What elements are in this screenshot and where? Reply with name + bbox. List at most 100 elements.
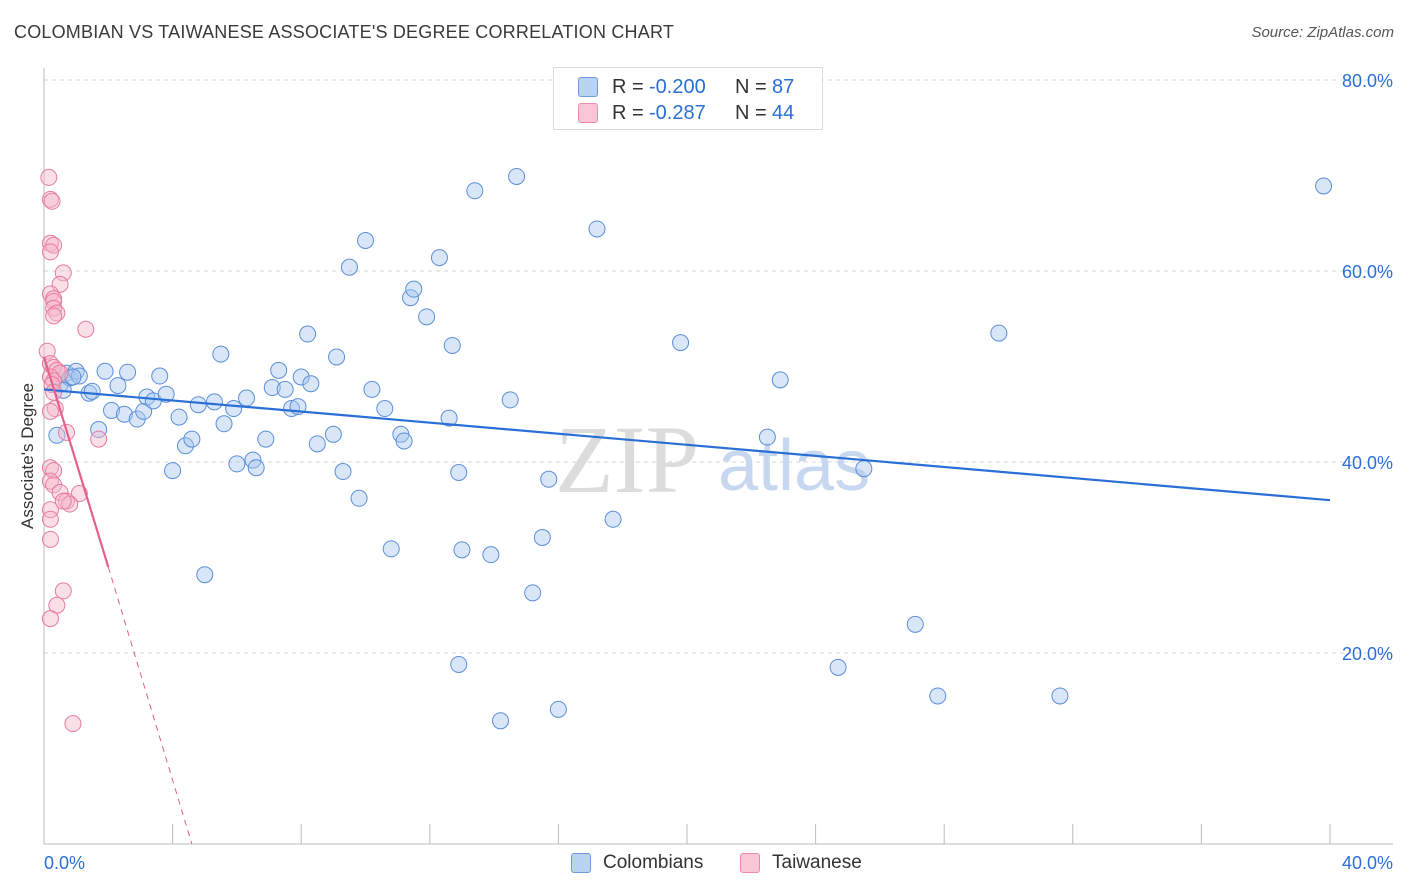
data-point-taiwanese bbox=[54, 582, 72, 600]
data-point-taiwanese bbox=[70, 485, 88, 503]
data-point-colombians bbox=[453, 541, 471, 559]
data-point-colombians bbox=[308, 435, 326, 453]
legend-n-value: 87 bbox=[772, 76, 795, 98]
data-point-taiwanese bbox=[54, 264, 72, 282]
data-point-taiwanese bbox=[90, 430, 108, 448]
correlation-legend: R = -0.200 N = 87 R = -0.287 N = 44 bbox=[553, 67, 823, 130]
taiwanese-points bbox=[38, 168, 108, 733]
axes bbox=[43, 68, 1393, 845]
tick-labels: 20.0% 40.0% 60.0% 80.0% 0.0% 40.0% bbox=[44, 71, 1393, 873]
data-point-colombians bbox=[508, 167, 526, 185]
source-label: Source: ZipAtlas.com bbox=[1251, 24, 1394, 41]
data-point-colombians bbox=[302, 375, 320, 393]
x-tick-label: 0.0% bbox=[44, 853, 85, 873]
data-point-taiwanese bbox=[77, 320, 95, 338]
data-point-colombians bbox=[189, 396, 207, 414]
data-point-taiwanese bbox=[45, 358, 63, 376]
data-point-colombians bbox=[405, 280, 423, 298]
data-point-colombians bbox=[276, 380, 294, 398]
data-point-colombians bbox=[604, 510, 622, 528]
data-point-colombians bbox=[1315, 177, 1333, 195]
watermark-atlas: atlas bbox=[718, 426, 870, 506]
data-point-colombians bbox=[324, 425, 342, 443]
data-point-colombians bbox=[283, 400, 301, 418]
chart-title: COLOMBIAN VS TAIWANESE ASSOCIATE'S DEGRE… bbox=[14, 22, 675, 42]
data-point-colombians bbox=[855, 460, 873, 478]
data-point-taiwanese bbox=[54, 492, 72, 510]
trend-line-colombians bbox=[43, 388, 1331, 502]
data-point-colombians bbox=[758, 428, 776, 446]
data-point-colombians bbox=[450, 655, 468, 673]
data-point-colombians bbox=[48, 426, 66, 444]
data-point-colombians bbox=[466, 182, 484, 200]
data-point-colombians bbox=[103, 401, 121, 419]
data-point-colombians bbox=[443, 336, 461, 354]
taiwanese-swatch bbox=[740, 853, 760, 873]
data-point-colombians bbox=[549, 700, 567, 718]
data-point-taiwanese bbox=[41, 501, 59, 519]
legend-row-taiwanese: R = -0.287 N = 44 bbox=[578, 102, 794, 126]
legend-row-colombians: R = -0.200 N = 87 bbox=[578, 76, 794, 100]
trend-line-taiwanese bbox=[42, 356, 110, 568]
data-point-taiwanese bbox=[41, 459, 59, 477]
data-point-colombians bbox=[90, 421, 108, 439]
legend-r-value: -0.200 bbox=[649, 76, 706, 98]
data-point-taiwanese bbox=[48, 304, 66, 322]
colombians-swatch bbox=[578, 77, 598, 97]
data-point-colombians bbox=[418, 308, 436, 326]
data-point-colombians bbox=[176, 437, 194, 455]
data-point-colombians bbox=[228, 455, 246, 473]
data-point-colombians bbox=[270, 361, 288, 379]
data-point-colombians bbox=[157, 385, 175, 403]
y-axis-label: Associate's Degree bbox=[18, 383, 37, 529]
data-point-taiwanese bbox=[43, 192, 61, 210]
data-point-colombians bbox=[492, 712, 510, 730]
data-point-colombians bbox=[482, 546, 500, 564]
y-tick-label: 20.0% bbox=[1342, 644, 1393, 664]
y-tick-label: 80.0% bbox=[1342, 71, 1393, 91]
data-point-colombians bbox=[263, 379, 281, 397]
data-point-colombians bbox=[357, 231, 374, 249]
watermark-zip: ZIP bbox=[555, 406, 699, 513]
data-point-colombians bbox=[212, 345, 230, 363]
data-point-taiwanese bbox=[41, 402, 59, 420]
legend-n-value: 44 bbox=[772, 102, 795, 124]
data-point-colombians bbox=[533, 528, 551, 546]
data-point-colombians bbox=[292, 368, 310, 386]
data-point-taiwanese bbox=[41, 610, 59, 628]
data-point-colombians bbox=[450, 464, 468, 482]
data-point-colombians bbox=[183, 430, 201, 448]
data-point-colombians bbox=[328, 348, 346, 366]
data-point-taiwanese bbox=[41, 234, 59, 252]
data-point-taiwanese bbox=[45, 462, 63, 480]
data-point-colombians bbox=[540, 470, 558, 488]
legend-r-value: -0.287 bbox=[649, 102, 706, 124]
legend-label-colombians: Colombians bbox=[603, 852, 704, 873]
data-point-taiwanese bbox=[64, 715, 82, 733]
data-point-colombians bbox=[115, 405, 133, 423]
data-point-colombians bbox=[196, 566, 214, 584]
data-point-taiwanese bbox=[41, 243, 59, 261]
data-point-colombians bbox=[299, 325, 317, 343]
data-point-taiwanese bbox=[40, 168, 58, 186]
colombians-swatch bbox=[571, 853, 591, 873]
legend-r-label: R = bbox=[612, 102, 650, 124]
data-point-taiwanese bbox=[45, 307, 63, 325]
data-point-colombians bbox=[334, 463, 352, 481]
trend-line-taiwanese-extension bbox=[107, 566, 193, 845]
data-point-colombians bbox=[440, 409, 458, 427]
data-point-colombians bbox=[238, 389, 256, 407]
data-point-colombians bbox=[395, 432, 413, 450]
data-point-colombians bbox=[83, 382, 101, 400]
grid-lines bbox=[44, 79, 1393, 654]
data-point-taiwanese bbox=[41, 510, 59, 528]
data-point-colombians bbox=[96, 362, 114, 380]
legend-r-label: R = bbox=[612, 76, 650, 98]
data-point-colombians bbox=[771, 371, 789, 389]
data-point-colombians bbox=[135, 402, 153, 420]
data-point-colombians bbox=[588, 220, 606, 238]
data-point-colombians bbox=[430, 249, 448, 267]
x-tick-label: 40.0% bbox=[1342, 853, 1393, 873]
data-point-colombians bbox=[70, 367, 88, 385]
